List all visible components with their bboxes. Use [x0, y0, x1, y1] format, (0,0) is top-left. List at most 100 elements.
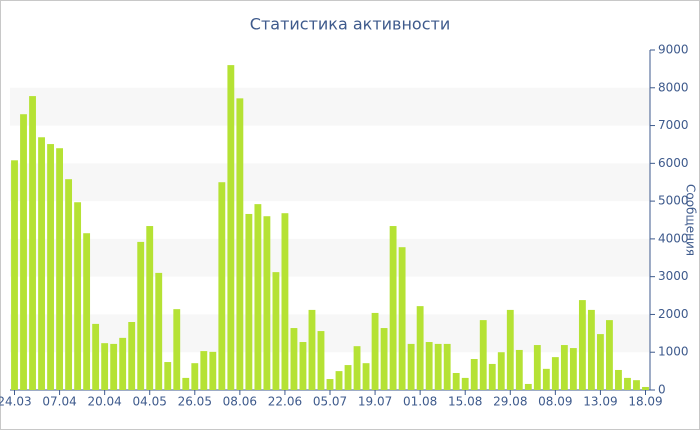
x-tick-label: 15.08 — [448, 395, 482, 409]
bar — [488, 363, 496, 390]
bar — [560, 345, 568, 390]
x-tick-label: 18.09 — [628, 395, 662, 409]
chart-title: Статистика активности — [250, 15, 450, 34]
bar — [74, 202, 82, 390]
x-tick-label: 19.07 — [358, 395, 392, 409]
bar — [407, 343, 415, 390]
x-tick-label: 13.09 — [583, 395, 617, 409]
bar — [578, 300, 586, 390]
x-tick-label: 29.08 — [493, 395, 527, 409]
x-tick-label: 07.04 — [42, 395, 76, 409]
bar — [461, 377, 469, 390]
x-tick-label: 08.06 — [223, 395, 257, 409]
bar — [65, 179, 73, 390]
grid-band — [10, 238, 650, 277]
bar — [119, 337, 127, 390]
bar — [371, 312, 379, 390]
bar — [606, 320, 613, 390]
y-tick-label: 2000 — [658, 307, 689, 321]
bar — [335, 371, 343, 390]
bar — [497, 352, 505, 390]
bar — [596, 334, 604, 390]
bar — [38, 137, 45, 390]
bar — [551, 357, 559, 390]
bar — [515, 349, 523, 390]
bar — [443, 343, 451, 390]
bar — [29, 96, 36, 390]
bar — [470, 359, 478, 390]
x-tick-label: 05.07 — [313, 395, 347, 409]
x-tick-label: 24.03 — [0, 395, 32, 409]
bar — [389, 226, 397, 390]
bar — [92, 323, 100, 390]
bar — [533, 345, 541, 390]
bar — [506, 309, 514, 390]
bar — [83, 233, 91, 390]
bar — [245, 213, 253, 390]
bar — [542, 368, 550, 390]
bar — [200, 351, 208, 390]
bar — [263, 216, 271, 390]
y-tick-label: 8000 — [658, 80, 689, 94]
bar — [326, 379, 334, 390]
x-tick-label: 20.04 — [87, 395, 121, 409]
x-tick-label: 08.09 — [538, 395, 572, 409]
y-axis-label: Сообщения — [684, 184, 698, 256]
bar — [164, 362, 172, 390]
y-tick-label: 0 — [658, 383, 666, 397]
bar — [317, 331, 325, 390]
y-tick-label: 6000 — [658, 156, 689, 170]
bar — [101, 343, 109, 390]
bar — [236, 98, 244, 390]
bar — [452, 373, 460, 390]
bar — [615, 369, 622, 390]
x-tick-label: 01.08 — [403, 395, 437, 409]
bar — [146, 226, 154, 390]
bar — [182, 377, 190, 390]
x-tick-label: 22.06 — [268, 395, 302, 409]
bar — [11, 160, 18, 390]
x-tick-label: 26.05 — [178, 395, 212, 409]
y-tick-label: 1000 — [658, 345, 689, 359]
bar — [353, 346, 361, 390]
bar — [20, 114, 27, 390]
bar — [299, 342, 307, 390]
x-tick-label: 04.05 — [133, 395, 167, 409]
bar — [344, 365, 352, 390]
bar — [191, 363, 199, 390]
bar — [56, 148, 64, 390]
bar — [47, 144, 54, 390]
bar — [587, 309, 595, 390]
bar — [308, 309, 316, 390]
bar — [110, 343, 118, 390]
y-tick-label: 9000 — [658, 43, 689, 57]
grid-band — [10, 163, 650, 202]
y-tick-label: 4000 — [658, 231, 689, 245]
bar — [290, 328, 298, 390]
y-tick-label: 3000 — [658, 269, 689, 283]
bar — [227, 65, 235, 390]
bar — [137, 241, 145, 390]
bar — [642, 386, 649, 390]
bar — [398, 247, 406, 390]
bar — [173, 309, 181, 390]
bar — [380, 328, 388, 390]
bar — [155, 272, 163, 390]
bar — [218, 182, 226, 390]
bar — [209, 351, 217, 390]
bar — [479, 320, 487, 390]
bar — [128, 322, 136, 390]
bar — [569, 348, 577, 390]
bar — [633, 380, 640, 390]
y-tick-label: 7000 — [658, 118, 689, 132]
bar — [434, 343, 442, 390]
bar — [416, 306, 424, 390]
grid-band — [10, 87, 650, 126]
y-tick-label: 5000 — [658, 194, 689, 208]
bar — [425, 342, 433, 390]
bar — [272, 272, 280, 390]
bar — [524, 383, 532, 390]
bar — [624, 377, 631, 390]
bar — [281, 213, 289, 390]
